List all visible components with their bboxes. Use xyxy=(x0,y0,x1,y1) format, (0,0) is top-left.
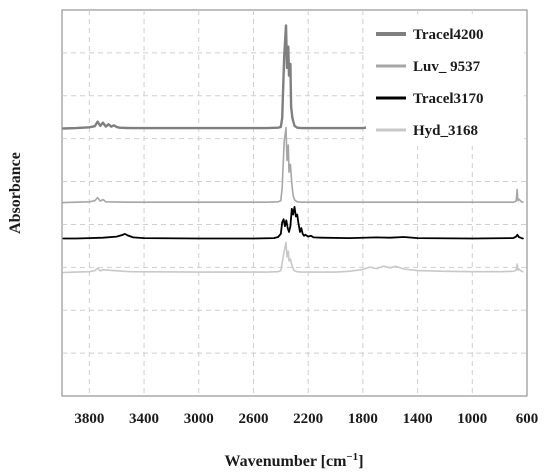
x-tick-label: 2600 xyxy=(238,411,268,427)
y-axis-title: Absorbance xyxy=(7,152,24,234)
x-tick-label: 3000 xyxy=(184,411,214,427)
legend-label-1: Tracel4200 xyxy=(413,27,484,43)
legend: Tracel4200 Luv_ 9537 Tracel3170 Hyd_3168 xyxy=(366,14,524,146)
series-line-2 xyxy=(62,126,524,204)
x-axis-title: Wavenumber [cm−1] xyxy=(224,451,363,470)
legend-label-2: Luv_ 9537 xyxy=(413,59,481,75)
x-tick-labels: 3800 3400 3000 2600 2200 1800 1400 1000 600 xyxy=(74,411,538,427)
legend-label-4: Hyd_3168 xyxy=(413,123,478,139)
x-tick-label: 1400 xyxy=(403,411,433,427)
x-tick-label: 3400 xyxy=(129,411,159,427)
x-tick-label: 600 xyxy=(516,411,539,427)
x-tick-label: 3800 xyxy=(74,411,104,427)
series-line-3 xyxy=(62,206,524,240)
x-tick-label: 2200 xyxy=(293,411,323,427)
legend-label-3: Tracel3170 xyxy=(413,91,484,107)
x-tick-label: 1000 xyxy=(457,411,487,427)
series-line-4 xyxy=(62,241,524,274)
x-tick-label: 1800 xyxy=(348,411,378,427)
